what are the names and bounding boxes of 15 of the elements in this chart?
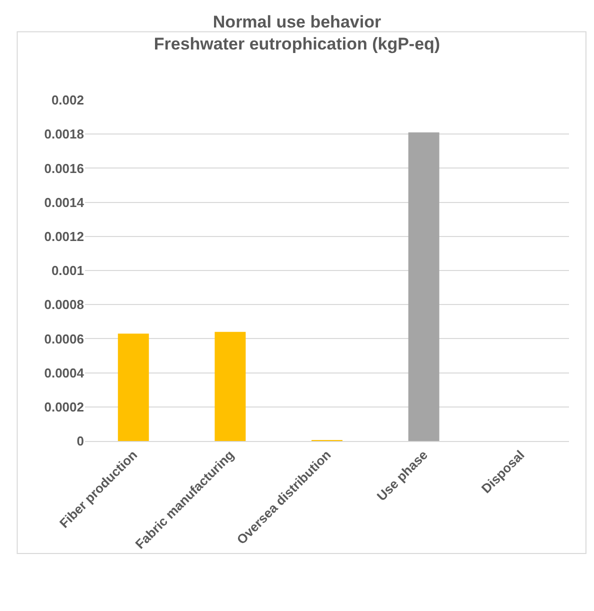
bar bbox=[118, 334, 149, 441]
y-tick-label: 0.0004 bbox=[44, 365, 85, 380]
y-tick-label: 0.0012 bbox=[44, 228, 84, 244]
y-tick-label: 0.0018 bbox=[44, 126, 84, 142]
chart-title: Normal use behavior Freshwater eutrophication (kgP-eq) bbox=[154, 12, 440, 54]
y-tick-label: 0.002 bbox=[51, 92, 84, 108]
y-tick-label: 0.0002 bbox=[44, 399, 84, 414]
y-tick-label: 0.0008 bbox=[44, 297, 84, 312]
y-tick-label: 0.0016 bbox=[44, 160, 84, 176]
bar bbox=[214, 332, 246, 441]
bar bbox=[408, 132, 440, 441]
y-tick-label: 0 bbox=[76, 434, 84, 449]
y-tick-label: 0.0006 bbox=[44, 331, 84, 346]
y-tick-label: 0.001 bbox=[51, 263, 84, 278]
y-tick-label: 0.0014 bbox=[44, 194, 85, 210]
